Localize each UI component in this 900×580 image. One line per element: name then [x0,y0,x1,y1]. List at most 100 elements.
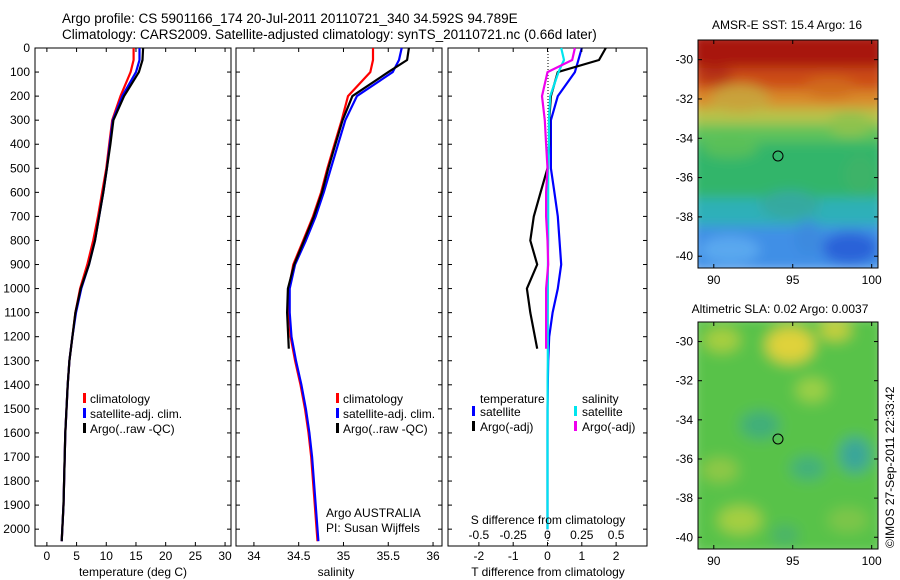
depth-tick-label: 1200 [3,330,30,344]
lat-tick-label: -38 [676,491,694,505]
depth-tick-label: 700 [10,209,30,223]
legend-label-argo: Argo(..raw -QC) [343,422,428,436]
legend-label-climatology: climatology [90,392,150,406]
legend-label-climatology: climatology [343,392,403,406]
lat-tick-label: -34 [676,413,694,427]
legend-swatch-climatology [83,393,86,403]
s-tick-label: -0.25 [500,528,528,542]
sst-map-ticks: -30 -32 -34 -36 -38 -40 90 95 100 [676,40,882,287]
legend-label-satellite: satellite-adj. clim. [90,407,182,421]
sla-map-title: Altimetric SLA: 0.02 Argo: 0.0037 [692,302,869,316]
series-line [546,47,566,530]
temperature-legend: climatology satellite-adj. clim. Argo(..… [83,392,182,436]
salinity-x-ticks: 34 34.5 35 35.5 36 [247,48,440,563]
lat-tick-label: -38 [676,210,694,224]
sst-float-position-marker [772,150,784,162]
legend-label-argo: Argo(..raw -QC) [90,422,175,436]
temperature-lines [60,47,145,542]
lon-tick-label: 90 [707,273,721,287]
lat-tick-label: -32 [676,374,694,388]
x-tick-label: 34 [247,549,261,563]
series-line [540,47,576,349]
x-tick-label: 25 [189,549,203,563]
imos-credit: ©IMOS 27-Sep-2011 22:33:42 [883,386,897,548]
s-tick-label: -0.5 [469,528,490,542]
depth-tick-label: 1000 [3,282,30,296]
x-tick-label: 20 [159,549,173,563]
s-tick-label: 0 [544,528,551,542]
sst-map-title: AMSR-E SST: 15.4 Argo: 16 [712,18,862,32]
legend-swatch-temp-argo [472,421,475,431]
lon-tick-label: 95 [786,554,800,568]
lat-tick-label: -40 [676,249,694,263]
sla-map-frame [697,321,879,550]
lat-tick-label: -30 [676,335,694,349]
s-difference-axis-label: S difference from climatology [471,513,626,527]
series-line [525,47,607,349]
x-tick-label: 10 [100,549,114,563]
series-line [60,48,141,542]
figure-title-line2: Climatology: CARS2009. Satellite-adjuste… [62,27,597,42]
legend-swatch-sal-argo [574,421,577,431]
x-tick-label: 30 [218,549,232,563]
x-tick-label: 36 [426,549,440,563]
depth-tick-label: 900 [10,258,30,272]
depth-tick-label: 1500 [3,402,30,416]
salinity-legend: climatology satellite-adj. clim. Argo(..… [336,392,435,436]
x-tick-label: 0 [44,549,51,563]
lat-tick-label: -36 [676,171,694,185]
x-tick-label: 34.5 [287,549,311,563]
series-line [60,48,135,542]
x-tick-label: 15 [129,549,143,563]
series-line [60,47,145,542]
institution-note: Argo AUSTRALIA [326,506,421,520]
sla-map-image [698,322,878,549]
series-line [288,47,403,542]
lon-tick-label: 95 [786,273,800,287]
lat-tick-label: -32 [676,92,694,106]
pi-note: PI: Susan Wijffels [326,521,420,535]
depth-axis: 0 100 200 300 400 500 600 700 800 900 1000 1100 1200… [3,41,647,536]
salinity-axis-label: salinity [318,565,355,579]
depth-tick-label: 600 [10,185,30,199]
depth-tick-label: 500 [10,161,30,175]
depth-tick-label: 2000 [3,522,30,536]
legend-salinity-title: salinity [582,392,619,406]
series-line [287,48,375,542]
difference-lines [525,47,607,530]
legend-swatch-argo [83,423,86,433]
s-tick-label: 0.5 [608,528,625,542]
legend-swatch-argo [336,423,339,433]
x-tick-label: 2 [613,549,620,563]
lat-tick-label: -30 [676,53,694,67]
x-tick-label: 5 [73,549,80,563]
legend-label-sal-argo: Argo(-adj) [582,420,635,434]
lat-tick-label: -36 [676,452,694,466]
depth-tick-label: 200 [10,89,30,103]
legend-swatch-satellite [83,408,86,418]
legend-swatch-temp-satellite [472,406,475,416]
legend-swatch-sal-satellite [574,406,577,416]
depth-tick-label: 0 [23,41,30,55]
x-tick-label: 1 [578,549,585,563]
x-tick-label: 35 [337,549,351,563]
depth-tick-label: 100 [10,65,30,79]
legend-swatch-climatology [336,393,339,403]
depth-tick-label: 1600 [3,426,30,440]
legend-temperature-title: temperature [480,392,545,406]
s-difference-ticks: -0.5 -0.25 0 0.25 0.5 [469,528,625,542]
depth-tick-label: 1900 [3,498,30,512]
depth-tick-label: 1400 [3,378,30,392]
depth-tick-label: 1100 [4,306,30,320]
x-tick-label: -1 [508,549,519,563]
x-tick-label: 35.5 [377,549,401,563]
legend-swatch-satellite [336,408,339,418]
figure-title-line1: Argo profile: CS 5901166_174 20-Jul-2011… [62,11,518,26]
legend-label-temp-satellite: satellite [480,405,521,419]
legend-label-sal-satellite: satellite [582,405,623,419]
lat-tick-label: -34 [676,131,694,145]
lon-tick-label: 100 [862,273,882,287]
sst-map-image [698,40,878,268]
temperature-x-ticks: 0 5 10 15 20 25 30 [44,48,232,563]
